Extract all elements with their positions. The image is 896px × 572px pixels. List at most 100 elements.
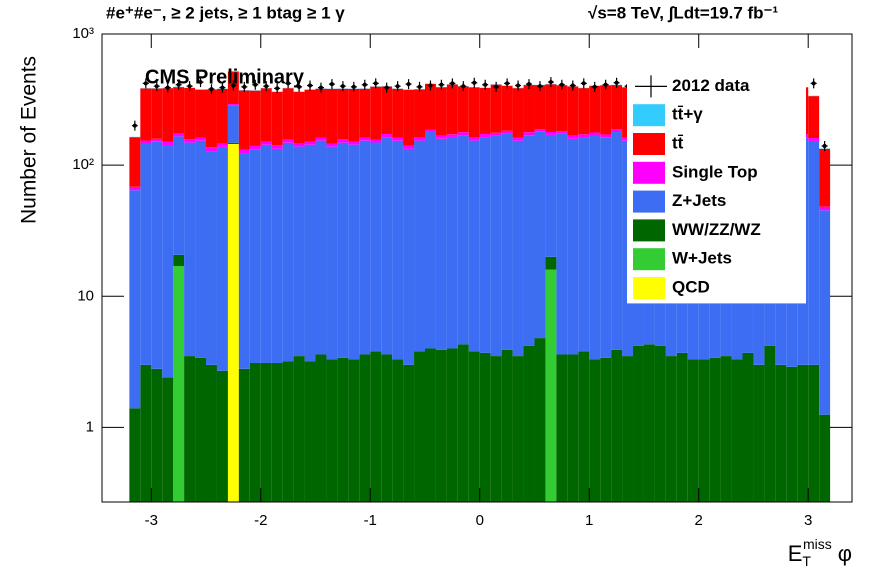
histogram-bar <box>392 140 404 360</box>
histogram-bar <box>556 85 568 132</box>
histogram-bar <box>589 132 601 136</box>
histogram-bar <box>424 131 436 349</box>
histogram-bar <box>567 86 579 136</box>
histogram-bar <box>238 90 250 150</box>
histogram-bar <box>545 256 557 270</box>
histogram-bar <box>195 357 207 502</box>
histogram-bar <box>567 354 579 502</box>
data-point <box>372 78 379 89</box>
histogram-bar <box>523 132 535 136</box>
histogram-bar <box>523 345 535 502</box>
histogram-bar <box>359 140 371 355</box>
histogram-bar <box>643 344 655 502</box>
histogram-bar <box>282 139 294 143</box>
histogram-bar <box>195 140 207 358</box>
data-point <box>438 79 445 90</box>
data-point <box>142 78 149 89</box>
histogram-bar <box>129 137 141 187</box>
data-point <box>307 80 314 91</box>
histogram-bar <box>260 144 272 363</box>
histogram-bar <box>381 134 393 138</box>
histogram-bar <box>293 91 305 144</box>
legend-marker <box>635 75 667 98</box>
histogram-bar <box>468 137 480 141</box>
histogram-bar <box>315 140 327 355</box>
histogram-bar <box>753 364 765 502</box>
x-tick-label: -3 <box>145 512 158 529</box>
histogram-bar <box>600 134 612 138</box>
histogram-bar <box>315 88 327 138</box>
histogram-bar <box>140 364 152 502</box>
histogram-bar <box>227 143 239 502</box>
histogram-bar <box>293 146 305 357</box>
histogram-bar <box>501 133 513 350</box>
histogram-bar <box>359 88 371 138</box>
y-tick-label: 10³ <box>72 25 94 42</box>
histogram-bar <box>348 144 360 360</box>
legend-swatch <box>633 219 665 242</box>
data-point <box>285 78 292 89</box>
data-point <box>810 78 817 89</box>
histogram-bar <box>206 89 217 148</box>
x-tick-label: 1 <box>585 512 593 529</box>
chart-subtitle: √s=8 TeV, ∫Ldt=19.7 fb⁻¹ <box>588 3 779 22</box>
histogram-bar <box>162 145 174 378</box>
histogram-bar <box>819 210 831 415</box>
histogram-bar <box>260 141 272 145</box>
data-point <box>504 78 511 89</box>
histogram-bar <box>523 85 535 133</box>
histogram-bar <box>512 137 524 141</box>
histogram-bar <box>282 142 294 362</box>
data-point <box>175 79 182 90</box>
data-point <box>350 81 357 92</box>
histogram-bar <box>151 141 163 369</box>
histogram-bar <box>490 84 502 133</box>
histogram-bar <box>216 89 228 144</box>
histogram-bar <box>446 134 458 137</box>
histogram-bar <box>326 146 338 360</box>
histogram-bar <box>326 143 338 147</box>
histogram-bar <box>819 206 831 211</box>
histogram-bar <box>315 137 327 141</box>
legend-label: tt̄ <box>672 133 684 152</box>
x-tick-label: 2 <box>695 512 703 529</box>
histogram-bar <box>556 354 568 502</box>
histogram-bar <box>337 139 349 143</box>
histogram-bar <box>271 91 283 146</box>
histogram-bar <box>731 359 743 502</box>
data-point <box>558 79 565 90</box>
histogram-bar <box>151 138 163 142</box>
histogram-bar <box>490 356 502 502</box>
histogram-bar <box>589 85 601 133</box>
histogram-bar <box>381 86 393 135</box>
histogram-bar <box>720 356 732 502</box>
histogram-bar <box>206 151 217 365</box>
legend-label: tt̄+γ <box>672 105 703 124</box>
histogram-bar <box>195 137 207 141</box>
data-point <box>296 81 303 92</box>
histogram-bar <box>326 359 338 502</box>
histogram-bar <box>457 135 469 345</box>
data-point <box>394 81 401 92</box>
legend-label: Z+Jets <box>672 191 726 210</box>
data-point <box>591 81 598 92</box>
histogram-bar <box>140 88 152 141</box>
histogram-bar <box>622 356 634 502</box>
y-tick-label: 10² <box>72 156 94 173</box>
legend-swatch <box>633 161 665 184</box>
histogram-bar <box>271 148 283 363</box>
histogram-bar <box>348 359 360 502</box>
data-point <box>427 80 434 91</box>
histogram-bar <box>468 87 480 138</box>
data-point <box>241 81 248 92</box>
data-point <box>526 79 533 90</box>
data-point <box>230 80 237 91</box>
histogram-bar <box>282 88 294 140</box>
histogram-bar <box>698 359 710 502</box>
data-point <box>186 81 193 92</box>
legend-label: WW/ZZ/WZ <box>672 220 761 239</box>
histogram-bar <box>238 153 250 369</box>
x-axis-label: ETmiss φ <box>788 536 852 569</box>
data-point <box>274 83 281 94</box>
